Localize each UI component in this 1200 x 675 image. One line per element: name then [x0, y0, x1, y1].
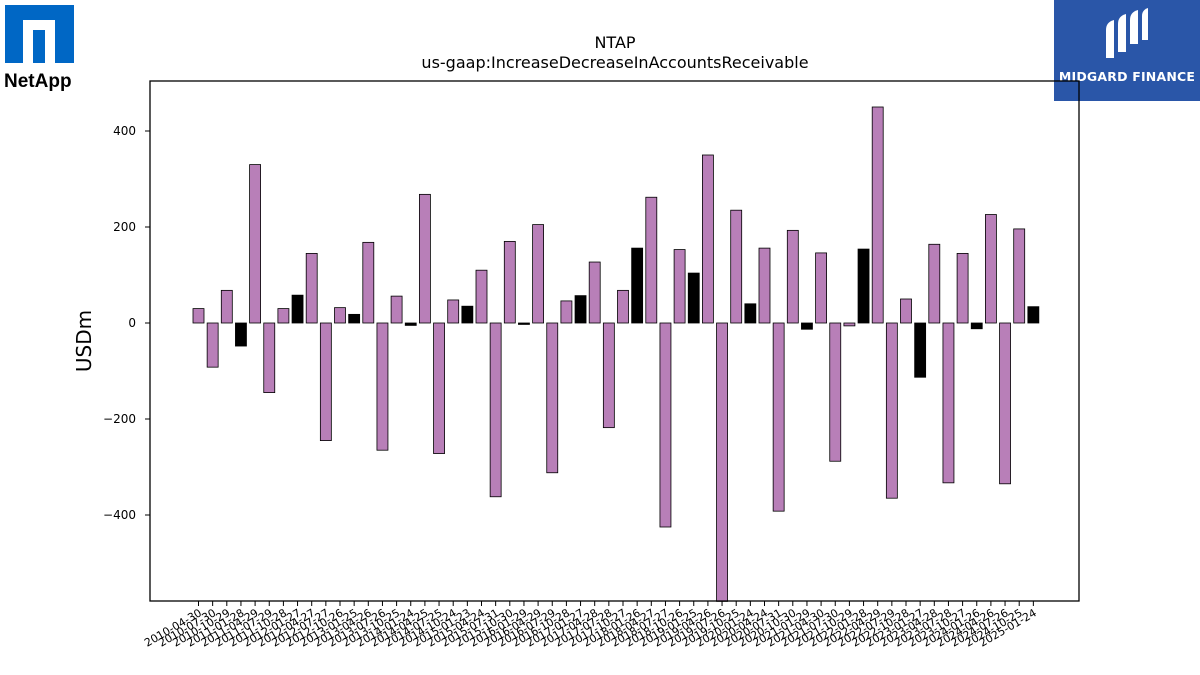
- bar-2022-10-28: [900, 298, 912, 324]
- bar-2021-10-29: [843, 322, 856, 327]
- midgard-finance-logo: MIDGARD FINANCE: [1054, 0, 1200, 101]
- bar-2011-04-29: [249, 164, 262, 324]
- bar-2010-07-30: [206, 322, 219, 368]
- bar-2024-01-26: [970, 322, 983, 330]
- bar-2013-04-26: [362, 241, 375, 324]
- netapp-logo-mark: NetApp: [4, 5, 74, 92]
- bar-2021-01-29: [801, 322, 813, 330]
- bar-2023-10-27: [956, 252, 969, 324]
- bar-2018-04-27: [645, 196, 658, 324]
- bar-2015-07-31: [489, 322, 502, 498]
- bar-2015-04-24: [475, 269, 488, 324]
- bar-2011-07-29: [263, 322, 276, 393]
- bar-2024-10-25: [1013, 228, 1026, 324]
- bar-2024-04-26: [985, 214, 997, 324]
- bar-2022-01-28: [857, 248, 870, 324]
- bar-2017-04-28: [588, 261, 601, 324]
- bar-2020-07-31: [772, 322, 785, 512]
- y-tick-label: −200: [103, 412, 136, 426]
- bar-2013-10-25: [390, 295, 403, 324]
- bars-group: [192, 106, 1040, 602]
- chart-title: NTAP: [594, 33, 635, 52]
- bar-2016-07-29: [546, 322, 559, 474]
- bar-2013-07-26: [376, 322, 389, 451]
- bar-2019-01-25: [687, 272, 700, 324]
- bar-2011-01-28: [235, 322, 247, 347]
- x-axis: 2010-04-302010-07-302010-10-292011-01-28…: [142, 601, 1039, 650]
- bar-2012-07-27: [319, 322, 332, 441]
- bar-2017-01-27: [574, 295, 587, 324]
- chart-subtitle: us-gaap:IncreaseDecreaseInAccountsReceiv…: [421, 53, 808, 72]
- bar-2012-10-26: [334, 307, 346, 324]
- bar-2014-10-24: [447, 299, 460, 324]
- bar-2021-04-30: [815, 252, 827, 324]
- bar-2015-01-23: [461, 305, 474, 324]
- y-axis: −400 −200 0 200 400: [103, 124, 150, 522]
- midgard-logo-mark: [1106, 8, 1148, 58]
- bar-2019-07-26: [716, 322, 728, 602]
- bar-2012-01-27: [291, 294, 304, 324]
- y-axis-label: USDm: [72, 310, 96, 372]
- y-tick-label: 200: [113, 220, 136, 234]
- bar-2011-10-28: [277, 308, 290, 324]
- netapp-logo-text: NetApp: [4, 71, 72, 92]
- bar-2018-10-26: [673, 249, 686, 324]
- bar-2023-04-28: [928, 243, 941, 324]
- bar-2017-07-28: [602, 322, 615, 429]
- bar-2024-07-26: [999, 322, 1011, 485]
- bar-2014-01-24: [404, 322, 417, 326]
- bar-2020-10-30: [786, 229, 799, 324]
- bar-2016-01-29: [518, 322, 530, 325]
- bar-2022-04-29: [871, 106, 884, 324]
- bar-2016-04-29: [532, 224, 544, 324]
- bar-2020-01-24: [744, 303, 757, 324]
- bar-2018-01-26: [631, 247, 644, 324]
- bar-2015-10-30: [503, 240, 516, 324]
- bar-2020-04-24: [758, 247, 771, 324]
- plot-frame: [149, 80, 1080, 602]
- bar-2010-10-29: [220, 289, 233, 324]
- bar-2017-10-27: [617, 289, 629, 324]
- y-tick-label: −400: [103, 508, 136, 522]
- bar-2019-10-25: [730, 209, 743, 324]
- bar-2022-07-29: [885, 322, 898, 499]
- y-tick-label: 400: [113, 124, 136, 138]
- bar-2010-04-30: [192, 308, 205, 324]
- y-tick-label: 0: [128, 316, 136, 330]
- bar-2016-10-28: [560, 300, 573, 324]
- bar-2023-07-28: [942, 322, 955, 484]
- bar-2021-07-30: [829, 322, 842, 462]
- bar-2018-07-27: [659, 322, 672, 528]
- bar-2013-01-25: [348, 313, 361, 324]
- bar-2019-04-26: [702, 154, 714, 324]
- bar-2023-01-27: [914, 322, 927, 378]
- bar-2025-01-24: [1027, 306, 1040, 324]
- bar-2012-04-27: [305, 252, 318, 324]
- bar-2014-07-25: [433, 322, 445, 454]
- netapp-logo: NetApp: [4, 4, 84, 94]
- midgard-logo-text: MIDGARD FINANCE: [1058, 69, 1196, 84]
- bar-2014-04-25: [418, 193, 431, 324]
